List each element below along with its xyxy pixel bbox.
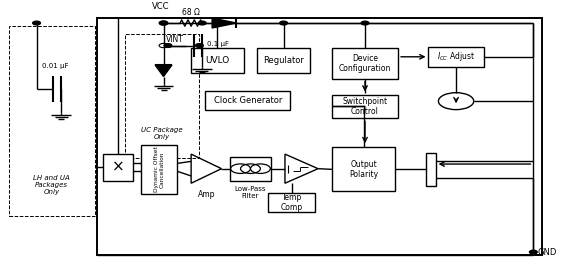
FancyBboxPatch shape xyxy=(9,26,95,216)
Text: 0.1 μF: 0.1 μF xyxy=(207,41,229,47)
Text: 68 Ω: 68 Ω xyxy=(182,8,200,17)
Text: 0.01 μF: 0.01 μF xyxy=(42,63,68,69)
Text: $I_{CC}$ Adjust: $I_{CC}$ Adjust xyxy=(437,50,475,63)
Text: Temp
Comp: Temp Comp xyxy=(281,193,303,212)
Text: ×: × xyxy=(112,160,125,175)
FancyBboxPatch shape xyxy=(103,154,133,181)
Circle shape xyxy=(214,21,221,25)
Text: Switchpoint
Control: Switchpoint Control xyxy=(342,97,388,116)
FancyBboxPatch shape xyxy=(205,90,291,110)
Text: UVLO: UVLO xyxy=(205,56,229,65)
Text: Low-Pass
Filter: Low-Pass Filter xyxy=(234,186,266,200)
Circle shape xyxy=(361,21,369,25)
Polygon shape xyxy=(212,18,236,28)
FancyBboxPatch shape xyxy=(191,48,243,73)
Text: Amp: Amp xyxy=(197,190,215,199)
FancyBboxPatch shape xyxy=(268,193,315,212)
FancyBboxPatch shape xyxy=(429,47,484,67)
FancyBboxPatch shape xyxy=(257,48,310,73)
FancyBboxPatch shape xyxy=(332,147,396,191)
Text: UC Package
Only: UC Package Only xyxy=(141,127,183,140)
Circle shape xyxy=(280,21,287,25)
FancyBboxPatch shape xyxy=(97,18,541,255)
FancyBboxPatch shape xyxy=(230,157,271,181)
Text: Device
Configuration: Device Configuration xyxy=(339,54,391,73)
Circle shape xyxy=(196,44,203,48)
Circle shape xyxy=(160,21,167,25)
Text: Output
Polarity: Output Polarity xyxy=(349,160,378,179)
FancyBboxPatch shape xyxy=(332,94,398,118)
FancyBboxPatch shape xyxy=(332,48,398,79)
Text: VINT: VINT xyxy=(166,35,184,44)
Circle shape xyxy=(198,21,206,25)
Text: GND: GND xyxy=(538,248,557,256)
Text: Regulator: Regulator xyxy=(263,56,304,65)
Text: LH and UA
Packages
Only: LH and UA Packages Only xyxy=(33,175,70,195)
FancyBboxPatch shape xyxy=(125,34,199,158)
Polygon shape xyxy=(155,65,172,76)
Circle shape xyxy=(530,250,537,254)
Text: Dynamic Offset
Cancellation: Dynamic Offset Cancellation xyxy=(154,146,165,192)
Text: Clock Generator: Clock Generator xyxy=(214,96,282,105)
Text: VCC: VCC xyxy=(152,2,169,11)
FancyBboxPatch shape xyxy=(141,145,177,194)
Circle shape xyxy=(33,21,40,25)
Circle shape xyxy=(164,44,172,48)
FancyBboxPatch shape xyxy=(426,153,436,186)
